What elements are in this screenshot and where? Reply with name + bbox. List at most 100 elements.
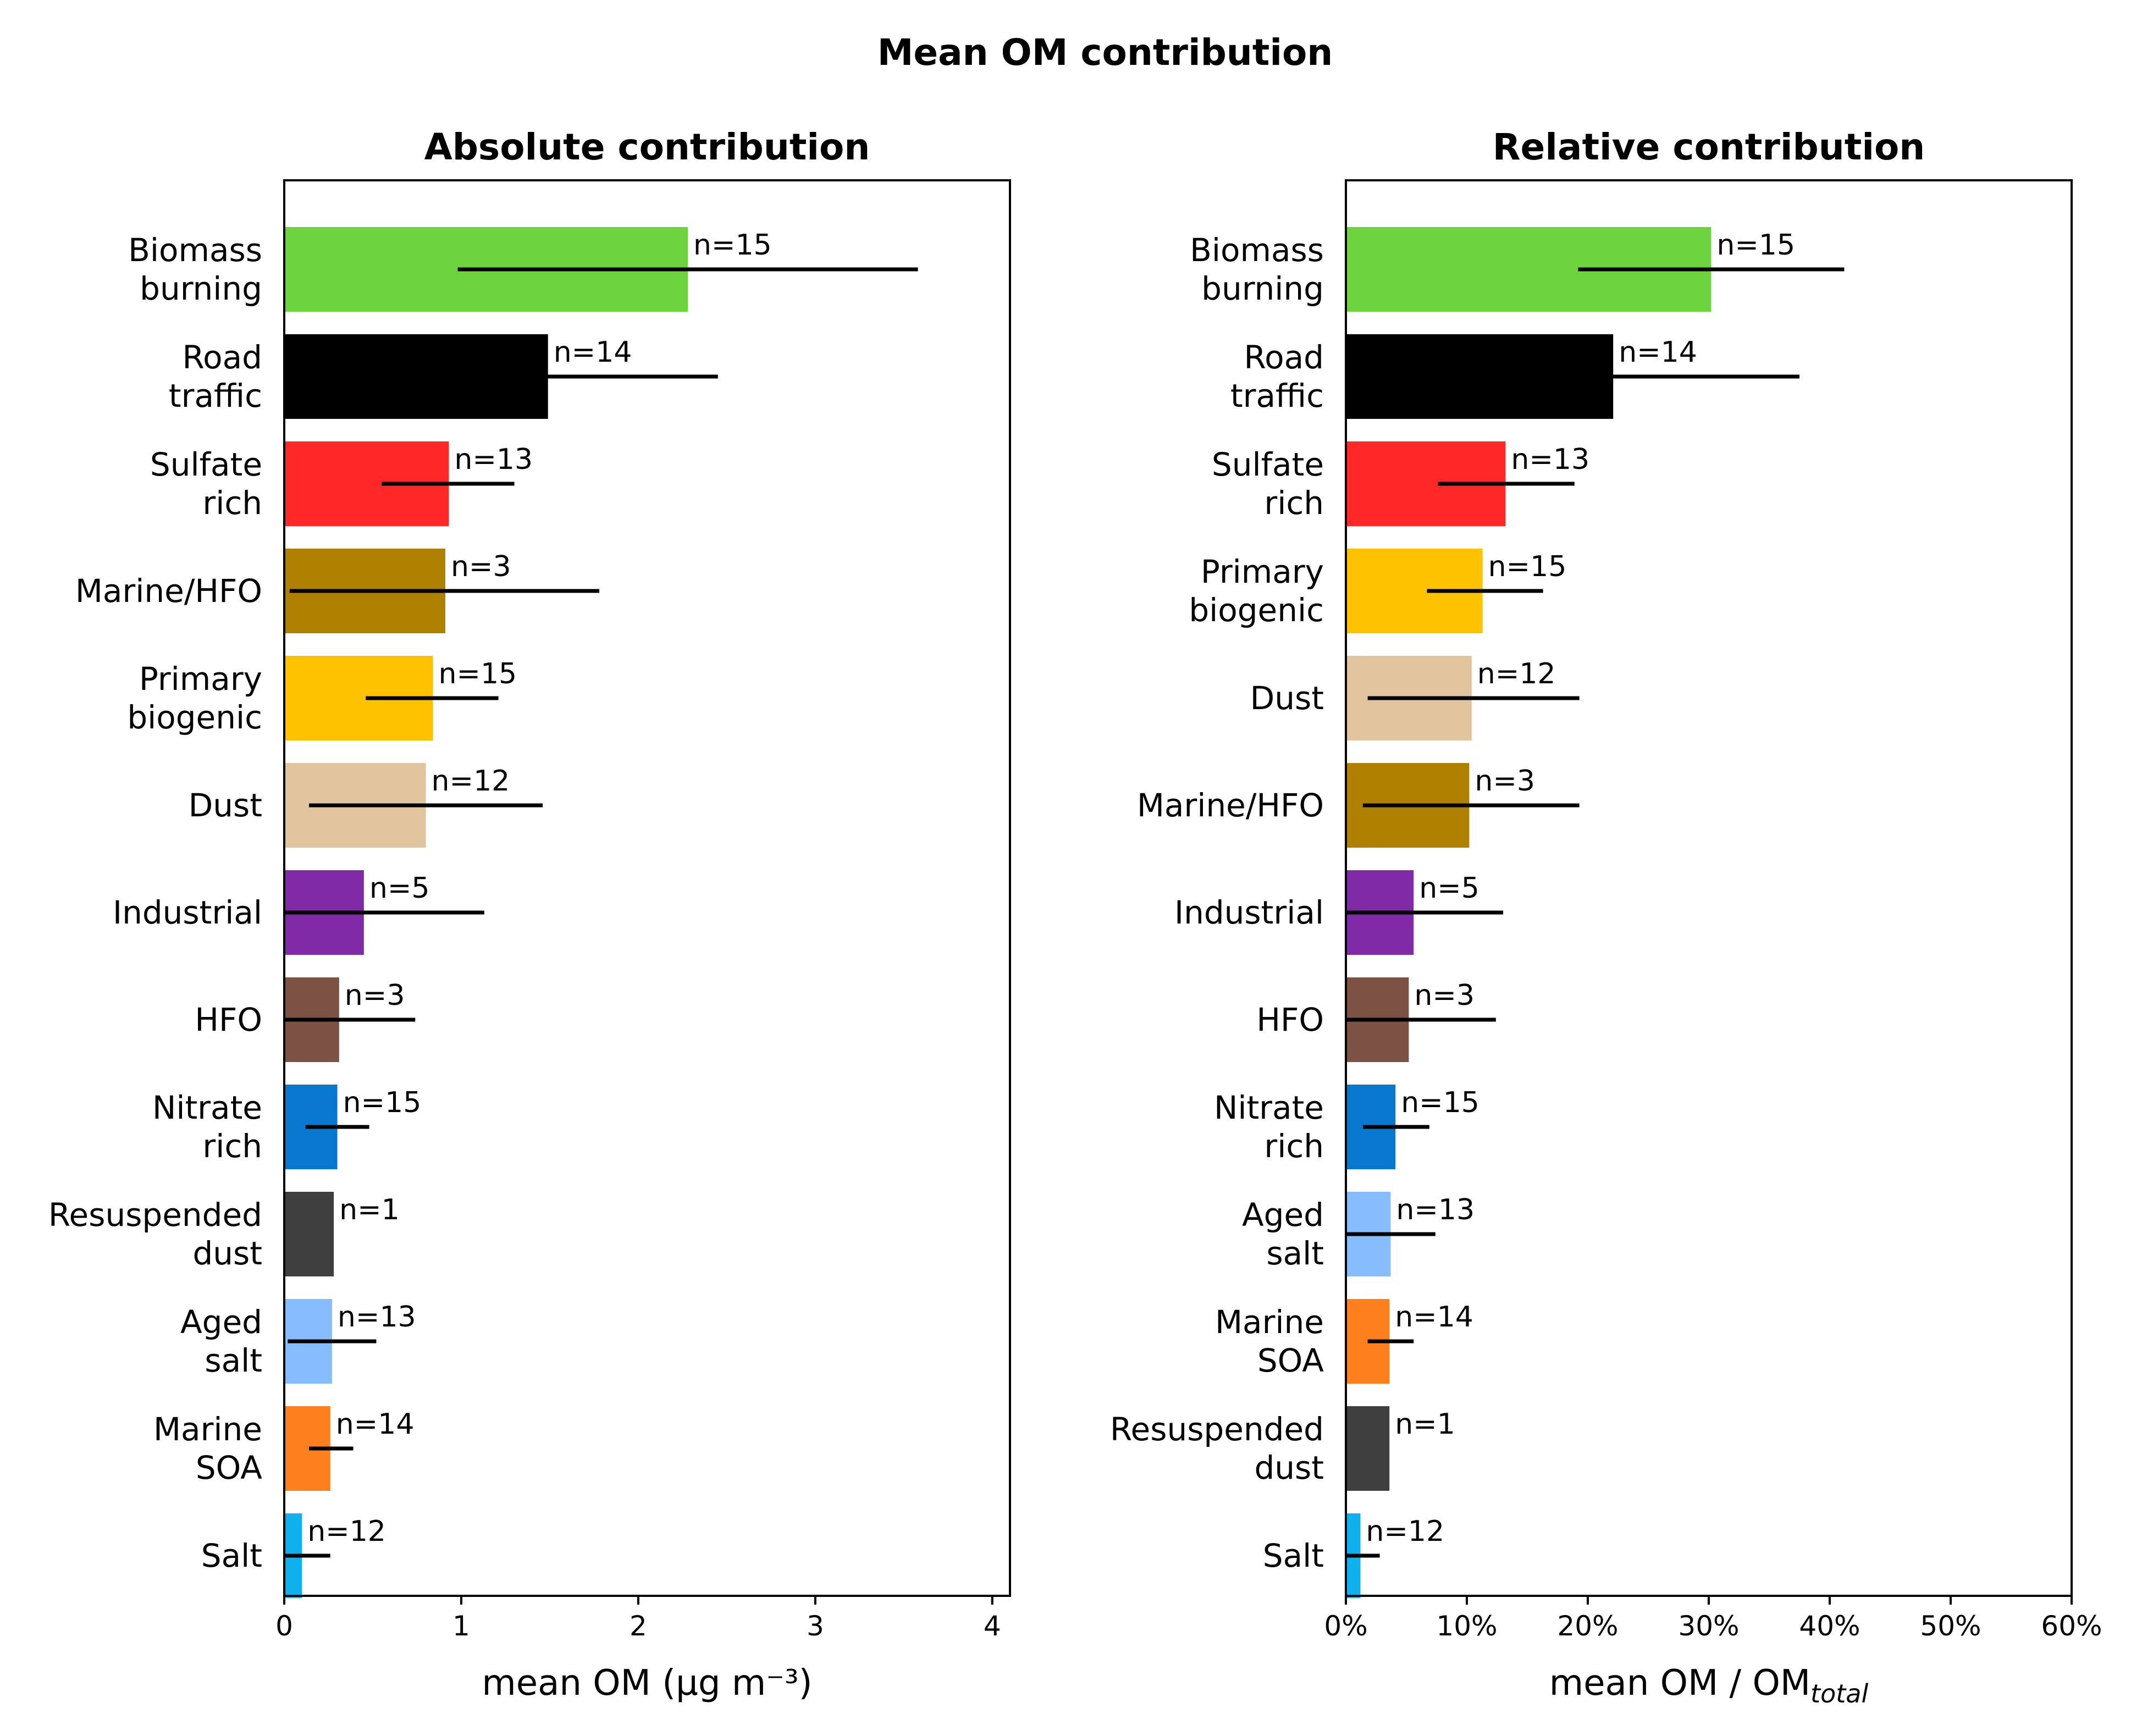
- abs-x-tick-label: 0: [275, 1610, 293, 1642]
- rel-category-label-line: Salt: [1263, 1537, 1324, 1574]
- rel-category-label: Salt: [1263, 1537, 1324, 1574]
- rel-category-label: Marine/HFO: [1137, 787, 1324, 824]
- abs-category-label-line: Dust: [189, 787, 262, 824]
- figure-title: Mean OM contribution: [877, 31, 1333, 74]
- abs-category-label-line: Aged: [180, 1303, 262, 1341]
- rel-category-label-line: salt: [1266, 1235, 1324, 1272]
- abs-category-label-line: traffic: [169, 377, 262, 414]
- abs-category-label: Resuspended dust: [48, 1196, 262, 1272]
- rel-n-label: n=5: [1419, 872, 1479, 905]
- rel-category-label: Aged salt: [1242, 1196, 1324, 1272]
- rel-n-label: n=14: [1395, 1301, 1473, 1334]
- abs-category-label: Biomass burning: [128, 231, 262, 307]
- rel-category-label-line: Industrial: [1174, 894, 1324, 931]
- abs-category-label: Nitrate rich: [152, 1089, 262, 1165]
- rel-n-label: n=1: [1395, 1408, 1455, 1441]
- abs-n-label: n=14: [554, 336, 632, 369]
- abs-category-label: Road traffic: [169, 339, 262, 414]
- abs-category-label: HFO: [195, 1001, 262, 1038]
- rel-n-label: n=15: [1488, 550, 1567, 583]
- abs-category-label-line: HFO: [195, 1001, 262, 1038]
- rel-category-label-line: burning: [1201, 270, 1324, 307]
- abs-x-tick-label: 4: [984, 1610, 1001, 1642]
- abs-category-label-line: Marine/HFO: [75, 572, 262, 610]
- rel-x-tick-label: 20%: [1557, 1610, 1618, 1642]
- rel-n-label: n=3: [1414, 979, 1475, 1012]
- rel-category-label: Primary biogenic: [1189, 553, 1324, 629]
- rel-x-tick-label: 0%: [1324, 1610, 1367, 1642]
- rel-category-label-line: Primary: [1201, 553, 1324, 590]
- rel-category-label: Sulfate rich: [1212, 446, 1324, 522]
- abs-n-label: n=15: [343, 1086, 422, 1119]
- rel-category-label-line: Road: [1244, 339, 1324, 376]
- rel-n-label: n=13: [1511, 443, 1589, 476]
- abs-x-axis-label: mean OM (µg m⁻³): [482, 1663, 812, 1704]
- abs-n-label: n=15: [693, 229, 772, 262]
- rel-x-axis-label-main: mean OM / OM: [1549, 1663, 1810, 1704]
- abs-n-label: n=13: [338, 1301, 416, 1334]
- abs-category-label: Sulfate rich: [150, 446, 262, 522]
- rel-category-label: Marine SOA: [1215, 1303, 1324, 1379]
- rel-category-label-line: rich: [1264, 1127, 1324, 1165]
- abs-n-label: n=5: [369, 872, 430, 905]
- rel-category-label-line: Nitrate: [1214, 1089, 1324, 1126]
- rel-n-label: n=15: [1716, 229, 1795, 262]
- rel-category-label-line: Marine: [1215, 1303, 1324, 1341]
- rel-category-label: Industrial: [1174, 894, 1324, 931]
- abs-category-label: Aged salt: [180, 1303, 262, 1379]
- abs-n-label: n=1: [339, 1193, 400, 1226]
- rel-bar: [1346, 334, 1614, 419]
- abs-category-label-line: Industrial: [113, 894, 262, 931]
- abs-category-label-line: Resuspended: [48, 1196, 262, 1234]
- rel-panel: Relative contribution n=15 Biomass burning n…: [1110, 126, 2102, 1709]
- abs-n-label: n=13: [454, 443, 533, 476]
- rel-x-tick-label: 60%: [2041, 1610, 2102, 1642]
- abs-category-label: Marine/HFO: [75, 572, 262, 610]
- rel-category-label-line: HFO: [1256, 1001, 1324, 1038]
- abs-n-label: n=12: [307, 1515, 386, 1548]
- rel-category-label-line: traffic: [1230, 377, 1324, 414]
- rel-n-label: n=12: [1477, 657, 1556, 690]
- abs-category-label-line: salt: [205, 1342, 262, 1379]
- abs-n-label: n=14: [336, 1408, 415, 1441]
- rel-n-label: n=15: [1401, 1086, 1479, 1119]
- abs-panel: Absolute contribution n=15 Biomass burning n…: [48, 126, 1011, 1704]
- abs-category-label-line: burning: [140, 270, 262, 307]
- rel-category-label-line: biogenic: [1189, 591, 1324, 629]
- abs-category-label-line: SOA: [196, 1449, 262, 1486]
- rel-n-label: n=12: [1366, 1515, 1444, 1548]
- abs-category-label-line: rich: [202, 1127, 262, 1165]
- rel-x-tick-label: 30%: [1678, 1610, 1739, 1642]
- rel-x-axis-label: mean OM / OMtotal: [1549, 1663, 1869, 1709]
- abs-bar: [284, 1192, 334, 1276]
- rel-category-label-line: SOA: [1257, 1342, 1324, 1379]
- abs-category-label-line: rich: [202, 484, 262, 522]
- rel-category-label-line: Resuspended: [1110, 1411, 1324, 1448]
- abs-category-label: Industrial: [113, 894, 262, 931]
- rel-category-label-line: rich: [1264, 484, 1324, 522]
- rel-panel-title: Relative contribution: [1493, 126, 1925, 168]
- rel-category-label: Road traffic: [1230, 339, 1324, 414]
- abs-category-label-line: Primary: [139, 660, 262, 698]
- rel-category-label: Nitrate rich: [1214, 1089, 1324, 1165]
- abs-x-tick-label: 1: [452, 1610, 470, 1642]
- abs-category-label-line: Road: [182, 339, 262, 376]
- abs-n-label: n=3: [451, 550, 511, 583]
- rel-n-label: n=13: [1396, 1193, 1475, 1226]
- abs-category-label: Dust: [189, 787, 262, 824]
- abs-n-label: n=12: [432, 765, 510, 798]
- rel-category-label: Dust: [1250, 679, 1324, 717]
- abs-x-tick-label: 3: [807, 1610, 824, 1642]
- abs-category-label-line: Sulfate: [150, 446, 262, 483]
- abs-category-label-line: Marine: [153, 1411, 262, 1448]
- abs-category-label-line: Nitrate: [152, 1089, 262, 1126]
- rel-x-axis-label-subscript: total: [1810, 1679, 1868, 1709]
- rel-category-label: Resuspended dust: [1110, 1411, 1324, 1486]
- rel-category-label-line: Biomass: [1190, 231, 1324, 269]
- abs-category-label: Marine SOA: [153, 1411, 262, 1486]
- abs-x-tick-label: 2: [630, 1610, 647, 1642]
- abs-category-label-line: dust: [192, 1235, 262, 1272]
- abs-category-label-line: Biomass: [128, 231, 262, 269]
